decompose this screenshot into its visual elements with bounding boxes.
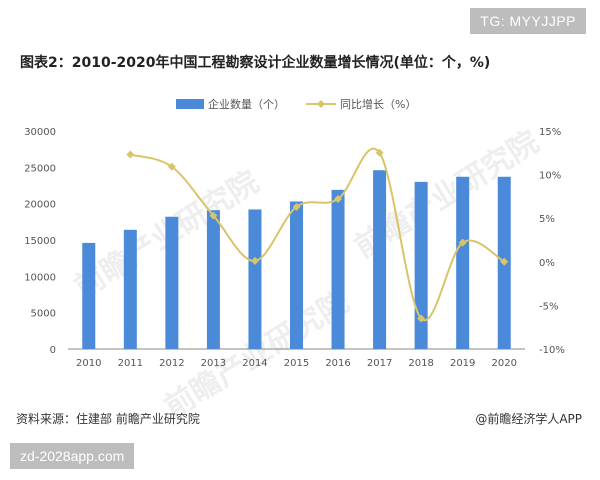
growth-point-2016 bbox=[334, 195, 343, 204]
growth-point-2017 bbox=[375, 148, 384, 157]
growth-point-2012 bbox=[167, 162, 176, 171]
chart-title: 图表2：2010-2020年中国工程勘察设计企业数量增长情况(单位：个，%) bbox=[20, 55, 491, 71]
bar-2015 bbox=[290, 201, 303, 349]
bar-2013 bbox=[206, 210, 220, 349]
left-axis-tick-label: 15000 bbox=[24, 236, 56, 247]
left-axis-tick-label: 5000 bbox=[31, 309, 56, 320]
bar-2011 bbox=[123, 229, 137, 349]
x-axis-tick-label: 2017 bbox=[367, 358, 392, 369]
bar-2017 bbox=[373, 170, 387, 349]
right-axis-tick-label: 15% bbox=[539, 127, 561, 138]
legend-line-marker bbox=[317, 100, 325, 108]
x-axis-tick-label: 2011 bbox=[118, 358, 143, 369]
right-axis-tick-label: -5% bbox=[539, 301, 558, 312]
growth-point-2013 bbox=[209, 211, 218, 220]
legend-bar-swatch bbox=[176, 99, 204, 109]
left-axis-tick-label: 0 bbox=[50, 345, 56, 356]
growth-point-2018 bbox=[417, 314, 426, 323]
growth-point-2011 bbox=[126, 150, 135, 159]
left-axis-tick-label: 25000 bbox=[24, 163, 56, 174]
watermark-tag-bottom: zd-2028app.com bbox=[10, 443, 135, 469]
x-axis-tick-label: 2018 bbox=[408, 358, 433, 369]
growth-point-2020 bbox=[500, 257, 509, 266]
growth-point-2014 bbox=[250, 256, 259, 265]
growth-point-2015 bbox=[292, 202, 301, 211]
bar-2018 bbox=[414, 181, 428, 349]
source-note: 资料来源：住建部 前瞻产业研究院 bbox=[16, 412, 200, 426]
brand-credit: @前瞻经济学人APP bbox=[475, 412, 582, 426]
legend-bar-label: 企业数量（个） bbox=[208, 97, 285, 111]
bar-2010 bbox=[82, 242, 96, 349]
growth-line bbox=[130, 148, 505, 322]
x-axis-tick-label: 2015 bbox=[284, 358, 309, 369]
growth-point-2019 bbox=[458, 238, 467, 247]
chart: 企业数量（个） 同比增长（%） 0 5000 10000 15000 20000 25000 3… bbox=[24, 97, 565, 369]
bar-2016 bbox=[331, 189, 345, 349]
left-axis-tick-label: 10000 bbox=[24, 272, 56, 283]
left-axis-tick-label: 20000 bbox=[24, 200, 56, 211]
x-axis-tick-label: 2012 bbox=[159, 358, 184, 369]
right-axis-tick-label: 10% bbox=[539, 171, 561, 182]
right-axis-tick-label: -10% bbox=[539, 345, 565, 356]
right-axis-tick-label: 5% bbox=[539, 214, 555, 225]
left-axis-tick-label: 30000 bbox=[24, 127, 56, 138]
bar-2019 bbox=[456, 176, 470, 349]
x-axis-tick-label: 2010 bbox=[76, 358, 101, 369]
bar-2014 bbox=[248, 209, 262, 349]
x-axis-tick-label: 2013 bbox=[201, 358, 226, 369]
bar-2012 bbox=[165, 216, 179, 349]
x-axis-tick-label: 2016 bbox=[325, 358, 350, 369]
x-axis-tick-label: 2014 bbox=[242, 358, 267, 369]
watermark-tag-top: TG: MYYJJPP bbox=[470, 8, 586, 34]
x-axis-tick-label: 2019 bbox=[450, 358, 475, 369]
x-axis-tick-label: 2020 bbox=[492, 358, 517, 369]
right-axis-tick-label: 0% bbox=[539, 258, 555, 269]
legend-line-label: 同比增长（%） bbox=[340, 97, 416, 111]
